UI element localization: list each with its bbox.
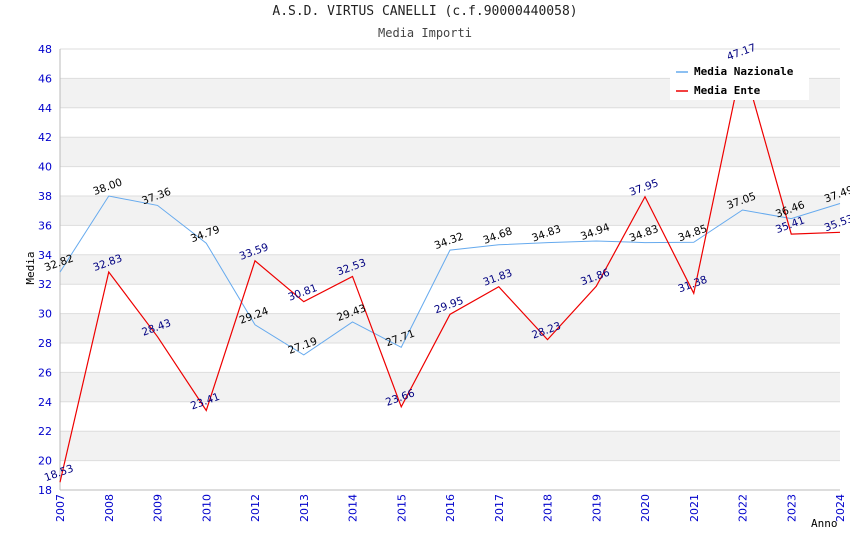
- chart-title: A.S.D. VIRTUS CANELLI (c.f.90000440058): [272, 4, 578, 19]
- data-label: 34.68: [482, 225, 514, 247]
- x-tick-label: 2018: [542, 494, 555, 522]
- data-label: 34.83: [628, 223, 660, 245]
- y-tick-label: 32: [38, 278, 52, 291]
- y-tick-label: 22: [38, 425, 52, 438]
- legend: Media Nazionale Media Ente: [670, 60, 809, 100]
- axes: [59, 49, 840, 491]
- y-tick-label: 26: [38, 366, 52, 379]
- y-tick-label: 36: [38, 219, 52, 232]
- plot-band: [60, 372, 840, 402]
- y-tick-label: 48: [38, 43, 52, 56]
- x-tick-label: 2014: [347, 494, 360, 522]
- x-axis-label: Anno: [811, 517, 838, 530]
- legend-label-media-ente: Media Ente: [694, 84, 761, 97]
- y-tick-label: 40: [38, 161, 52, 174]
- plot-band: [60, 254, 840, 285]
- x-tick-label: 2010: [200, 494, 213, 522]
- y-tick-label: 20: [38, 455, 52, 468]
- x-tick-labels: 2007 2008 2009 2010 2012 2013 2014 2015 2016 2017…: [54, 494, 847, 522]
- x-tick-label: 2013: [298, 494, 311, 522]
- plot-band: [60, 137, 840, 167]
- y-tick-label: 42: [38, 131, 52, 144]
- x-tick-label: 2009: [152, 494, 165, 522]
- x-tick-label: 2023: [785, 494, 798, 522]
- y-tick-label: 38: [38, 190, 52, 203]
- series-line-media-ente: [59, 61, 841, 483]
- plot-band: [60, 313, 840, 343]
- x-tick-label: 2012: [249, 494, 262, 522]
- x-tick-label: 2022: [737, 494, 750, 522]
- plot-bands: [60, 78, 840, 461]
- x-tick-label: 2019: [590, 494, 603, 522]
- data-label: 38.00: [92, 176, 124, 198]
- chart-subtitle: Media Importi: [378, 26, 472, 40]
- data-label: 47.17: [725, 42, 757, 64]
- y-tick-labels: 18 20 22 24 26 28 30 32 34 36 38 40 42 44 46 48: [38, 43, 52, 497]
- x-tick-label: 2020: [639, 494, 652, 522]
- plot-band: [60, 196, 840, 226]
- legend-label-media-nazionale: Media Nazionale: [694, 65, 794, 78]
- data-label: 37.95: [628, 177, 660, 199]
- y-tick-label: 18: [38, 484, 52, 497]
- x-tick-label: 2015: [395, 494, 408, 522]
- x-tick-label: 2024: [834, 494, 847, 522]
- y-axis-label: Media: [24, 251, 37, 284]
- data-label: 34.85: [677, 223, 709, 245]
- y-tick-label: 46: [38, 72, 52, 85]
- x-tick-label: 2017: [493, 494, 506, 522]
- series-line-media-nazionale: [59, 195, 841, 356]
- y-tick-label: 28: [38, 337, 52, 350]
- y-tick-label: 24: [38, 396, 52, 409]
- x-tick-label: 2016: [444, 494, 457, 522]
- y-tick-label: 44: [38, 102, 52, 115]
- x-tick-label: 2021: [688, 494, 701, 522]
- y-tick-label: 34: [38, 249, 52, 262]
- series-lines: [59, 61, 841, 483]
- data-label: 34.83: [530, 223, 562, 245]
- plot-band: [60, 431, 840, 461]
- x-tick-label: 2008: [103, 494, 116, 522]
- legend-box: [670, 60, 809, 100]
- data-label: 29.95: [433, 295, 465, 317]
- y-tick-label: 30: [38, 308, 52, 321]
- x-tick-label: 2007: [54, 494, 67, 522]
